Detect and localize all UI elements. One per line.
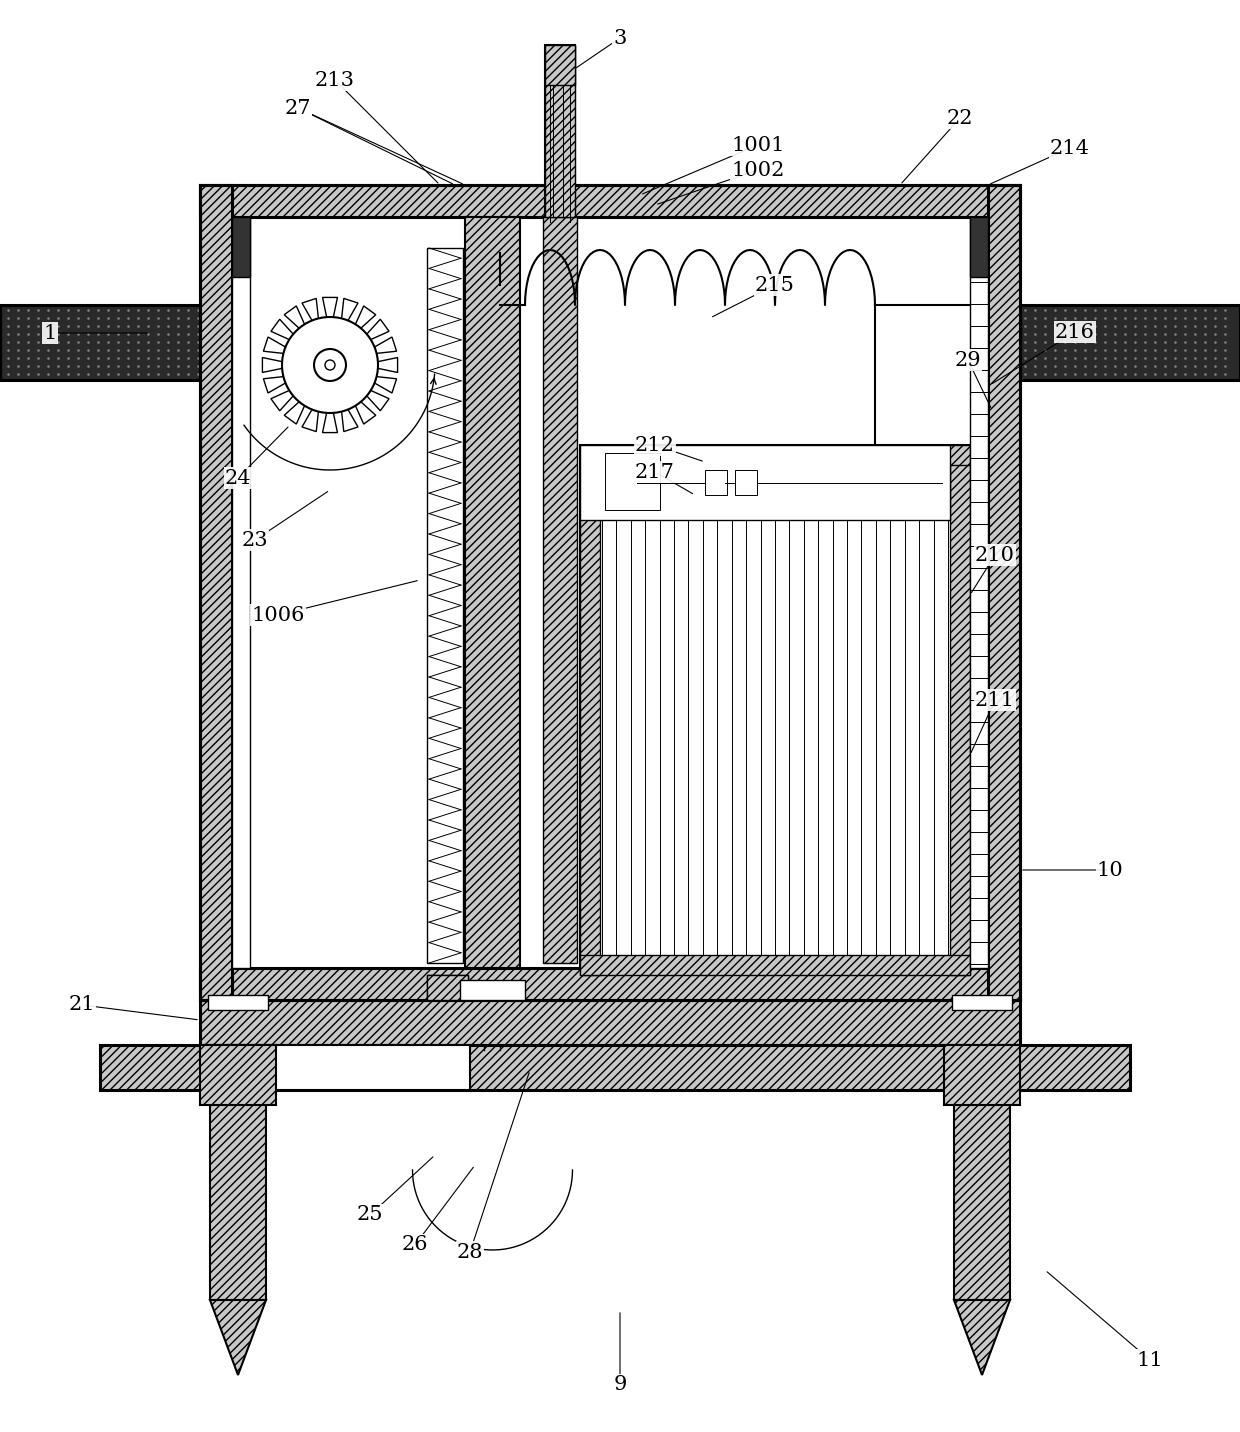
Bar [580, 445, 950, 520]
Bar [200, 1000, 1021, 1045]
Bar [944, 1045, 1021, 1106]
Bar [427, 975, 467, 1000]
Bar [0, 305, 205, 379]
Polygon shape [270, 319, 293, 339]
Text: 27: 27 [285, 99, 311, 117]
Circle shape [281, 316, 378, 412]
Bar [100, 1045, 1130, 1090]
Polygon shape [263, 377, 285, 392]
Polygon shape [322, 412, 337, 432]
Text: 214: 214 [1050, 139, 1090, 158]
Bar [580, 955, 970, 975]
Polygon shape [284, 306, 305, 328]
Polygon shape [341, 298, 358, 321]
Text: 23: 23 [242, 530, 268, 550]
Text: 24: 24 [224, 468, 252, 487]
Bar [605, 453, 660, 510]
Bar [543, 218, 577, 962]
Bar [988, 185, 1021, 1000]
Bar [232, 218, 250, 276]
Polygon shape [303, 298, 319, 321]
Bar [952, 995, 1012, 1010]
Polygon shape [210, 1300, 267, 1375]
Text: 26: 26 [402, 1236, 428, 1254]
Text: 25: 25 [357, 1206, 383, 1224]
Polygon shape [374, 377, 397, 392]
Bar [546, 44, 575, 84]
Text: 27: 27 [285, 99, 311, 117]
Text: 213: 213 [315, 70, 355, 90]
Bar [970, 218, 988, 968]
Bar [200, 185, 1021, 1000]
Polygon shape [322, 298, 337, 316]
Bar [546, 44, 575, 218]
Bar [460, 979, 525, 1000]
Bar [465, 218, 520, 968]
Polygon shape [263, 358, 283, 372]
Bar [706, 470, 727, 495]
Polygon shape [356, 402, 376, 424]
Bar [200, 968, 1021, 1000]
Text: 11: 11 [1137, 1350, 1163, 1369]
Bar [200, 1045, 277, 1106]
Bar [210, 1045, 470, 1090]
Text: 211: 211 [975, 690, 1016, 709]
Text: 29: 29 [955, 351, 981, 369]
Text: 28: 28 [456, 1243, 484, 1262]
Polygon shape [378, 358, 398, 372]
Text: 212: 212 [635, 435, 675, 454]
Text: 215: 215 [755, 275, 795, 295]
Bar [210, 1090, 267, 1300]
Bar [200, 185, 232, 1000]
Text: 217: 217 [635, 463, 675, 481]
Text: 1002: 1002 [732, 160, 785, 179]
Text: 210: 210 [975, 546, 1016, 564]
Text: 21: 21 [68, 995, 95, 1014]
Bar [580, 445, 600, 975]
Bar [580, 445, 970, 975]
Text: 22: 22 [947, 109, 973, 127]
Bar [735, 470, 756, 495]
Bar [546, 44, 575, 962]
Text: 1006: 1006 [252, 606, 305, 624]
Circle shape [325, 359, 335, 369]
Polygon shape [367, 391, 389, 411]
Bar [232, 218, 250, 968]
Bar [200, 185, 1021, 1000]
Polygon shape [263, 337, 285, 354]
Polygon shape [284, 402, 305, 424]
Bar [208, 995, 268, 1010]
Bar [954, 1090, 1011, 1300]
Bar [200, 185, 1021, 218]
Polygon shape [341, 410, 358, 431]
Bar [970, 218, 988, 276]
Text: 216: 216 [1055, 322, 1095, 341]
Bar [950, 445, 970, 975]
Bar [427, 248, 463, 962]
Text: 3: 3 [614, 29, 626, 47]
Text: 1: 1 [43, 324, 57, 342]
Circle shape [314, 349, 346, 381]
Bar [427, 975, 467, 1000]
Polygon shape [374, 337, 397, 354]
Bar [580, 445, 970, 465]
Polygon shape [367, 319, 389, 339]
Polygon shape [954, 1300, 1011, 1375]
Text: 10: 10 [1096, 861, 1123, 879]
Bar [1016, 305, 1240, 379]
Polygon shape [356, 306, 376, 328]
Text: 1001: 1001 [732, 136, 785, 155]
Polygon shape [303, 410, 319, 431]
Polygon shape [270, 391, 293, 411]
Text: 9: 9 [614, 1376, 626, 1395]
